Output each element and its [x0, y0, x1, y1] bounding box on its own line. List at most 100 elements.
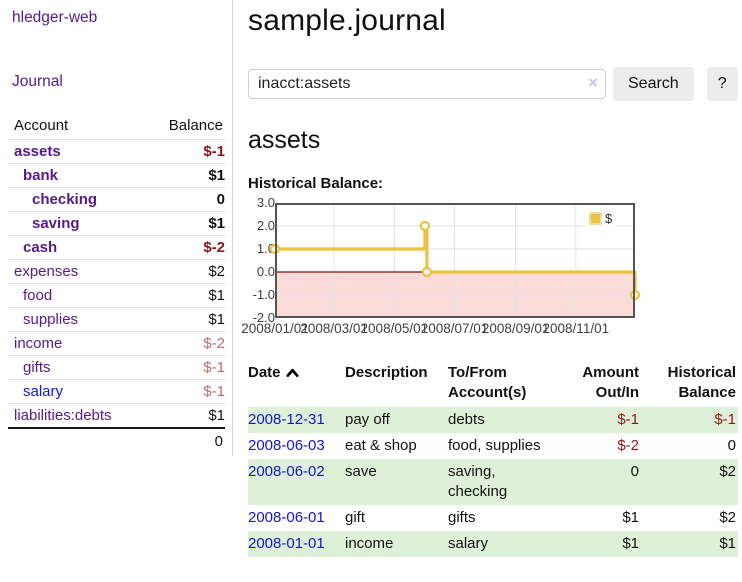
sidebar-item-journal[interactable]: Journal	[12, 73, 63, 90]
search-form: × Search ?	[248, 67, 742, 101]
transaction-date-link[interactable]: 2008-01-01	[248, 535, 325, 552]
account-balance: $1	[148, 403, 225, 428]
register-header-amount: Amount Out/In	[582, 364, 639, 401]
transaction-description: income	[345, 535, 394, 552]
account-row: food $1	[8, 283, 225, 308]
page-title: sample.journal	[248, 4, 446, 37]
register-header-row: Date Description To/From Account(s) Amou…	[248, 360, 738, 407]
balance-chart-svg	[269, 203, 641, 318]
search-box: ×	[248, 69, 606, 99]
transaction-row: 2008-12-31 pay off debts $-1 $-1	[248, 407, 738, 433]
account-row: liabilities:debts $1	[8, 403, 225, 428]
sort-asc-icon	[285, 364, 299, 381]
historical-balance-chart: 3.0 2.0 1.0 0.0 -1.0 -2.0 2008/01/01 2008/03/0…	[241, 195, 668, 341]
x-tick-label: 2008/11/01	[542, 321, 610, 336]
transaction-accounts: saving, checking	[448, 463, 508, 500]
legend-label: $	[605, 211, 613, 226]
transaction-row: 2008-06-01 gift gifts $1 $2	[248, 505, 738, 531]
y-tick-label: -1.0	[252, 287, 275, 302]
account-balance: $1	[148, 307, 225, 332]
account-balance: $-1	[148, 139, 225, 164]
accounts-header-account: Account	[14, 117, 69, 134]
x-tick-label: 2008/05/01	[360, 321, 429, 336]
account-link-gifts[interactable]: gifts	[23, 359, 51, 376]
account-link-cash[interactable]: cash	[23, 239, 58, 256]
accounts-header-balance: Balance	[168, 117, 223, 134]
account-row: gifts $-1	[8, 355, 225, 380]
transaction-amount: $-1	[617, 411, 639, 428]
accounts-table-body: assets $-1 bank $1 checking 0 saving $1 cash $-2 e…	[8, 139, 225, 428]
transaction-description: save	[345, 463, 377, 480]
transaction-row: 2008-06-03 eat & shop food, supplies $-2 0	[248, 433, 738, 459]
account-balance: $2	[148, 259, 225, 284]
transaction-date-link[interactable]: 2008-12-31	[248, 411, 325, 428]
account-link-checking[interactable]: checking	[32, 191, 98, 208]
account-link-supplies[interactable]: supplies	[23, 311, 79, 328]
transaction-amount: $1	[622, 535, 639, 552]
accounts-total-row: 0	[8, 427, 225, 453]
account-row: expenses $2	[8, 259, 225, 284]
account-link-bank[interactable]: bank	[23, 167, 59, 184]
search-button[interactable]: Search	[613, 67, 694, 101]
account-row: salary $-1	[8, 379, 225, 404]
x-tick-label: 2008/09/01	[481, 321, 550, 336]
legend-swatch-icon	[589, 212, 602, 225]
transaction-balance: $2	[719, 509, 736, 526]
brand-link[interactable]: hledger-web	[12, 9, 98, 26]
transaction-balance: $-1	[714, 411, 736, 428]
search-input[interactable]	[248, 69, 606, 99]
transaction-date-link[interactable]: 2008-06-02	[248, 463, 325, 480]
transaction-balance: $1	[719, 535, 736, 552]
register-header-description: Description	[345, 364, 428, 381]
transaction-description: gift	[345, 509, 366, 526]
account-row: assets $-1	[8, 139, 225, 164]
account-link-saving[interactable]: saving	[32, 215, 80, 232]
account-link-expenses[interactable]: expenses	[14, 263, 79, 280]
register-header-date: Date	[248, 360, 345, 407]
register-table-body: 2008-12-31 pay off debts $-1 $-1 2008-06-03 ea…	[248, 407, 738, 557]
accounts-total-value: 0	[8, 427, 225, 453]
account-row: bank $1	[8, 163, 225, 188]
transaction-date-link[interactable]: 2008-06-01	[248, 509, 325, 526]
x-tick-label: 2008/01/01	[241, 321, 309, 336]
transaction-description: eat & shop	[345, 437, 417, 454]
transaction-amount: $-2	[617, 437, 639, 454]
transaction-balance: 0	[727, 437, 736, 454]
account-link-income[interactable]: income	[14, 335, 63, 352]
account-link-assets[interactable]: assets	[14, 143, 61, 160]
account-balance: $-2	[148, 235, 225, 260]
transaction-accounts: food, supplies	[448, 437, 541, 454]
transaction-balance: $2	[719, 463, 736, 480]
account-link-liabilities-debts[interactable]: liabilities:debts	[14, 407, 112, 424]
register-header-balance: Historical Balance	[667, 364, 736, 401]
y-tick-label: 3.0	[256, 195, 275, 210]
transaction-amount: $1	[622, 509, 639, 526]
main-content: sample.journal × Search ? assets Histori…	[241, 0, 742, 557]
account-balance: 0	[148, 187, 225, 212]
x-tick-label: 2008/03/01	[300, 321, 368, 336]
account-balance: $1	[148, 211, 225, 236]
y-tick-label: 2.0	[256, 218, 275, 233]
transaction-accounts: gifts	[448, 509, 476, 526]
chart-legend: $	[586, 210, 616, 227]
account-row: income $-2	[8, 331, 225, 356]
account-link-salary[interactable]: salary	[23, 383, 64, 400]
help-button[interactable]: ?	[706, 67, 738, 101]
account-row: supplies $1	[8, 307, 225, 332]
transaction-row: 2008-01-01 income salary $1 $1	[248, 531, 738, 557]
account-balance: $1	[148, 163, 225, 188]
register-table: Date Description To/From Account(s) Amou…	[248, 360, 738, 557]
clear-search-icon[interactable]: ×	[588, 73, 598, 92]
accounts-table: Account Balance assets $-1 bank $1 checking 0…	[8, 114, 225, 453]
account-row: checking 0	[8, 187, 225, 212]
account-row: cash $-2	[8, 235, 225, 260]
account-heading: assets	[248, 126, 321, 154]
y-tick-label: 0.0	[256, 264, 275, 279]
transaction-amount: 0	[630, 463, 639, 480]
transaction-description: pay off	[345, 411, 390, 428]
chart-title: Historical Balance:	[248, 175, 384, 192]
transaction-accounts: salary	[448, 535, 489, 552]
transaction-date-link[interactable]: 2008-06-03	[248, 437, 325, 454]
account-link-food[interactable]: food	[23, 287, 53, 304]
account-balance: $1	[148, 283, 225, 308]
